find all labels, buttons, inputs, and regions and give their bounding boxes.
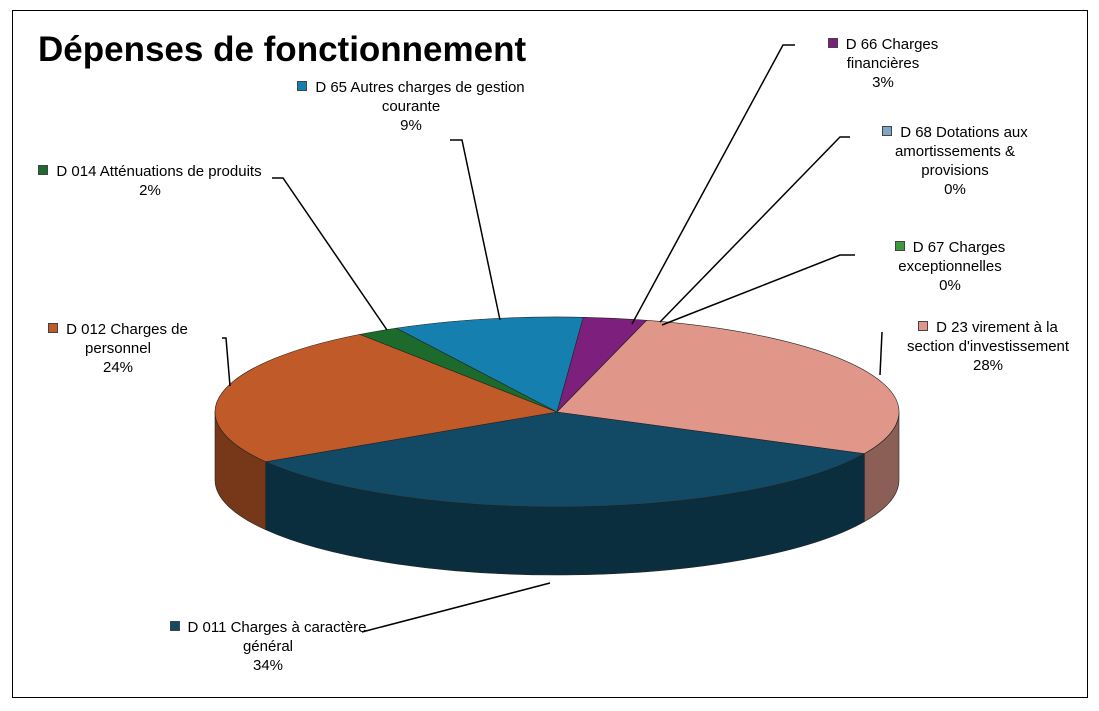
frame — [12, 10, 1088, 698]
value-label: 34% — [252, 657, 284, 674]
legend-swatch — [38, 165, 49, 175]
category-name: D 66 Charges financières — [845, 36, 939, 72]
value-label: 3% — [872, 74, 894, 91]
data-label: D 68 Dotations aux amortissements & prov… — [860, 123, 1050, 199]
leader-line — [631, 44, 795, 325]
leader-line — [272, 177, 388, 331]
leader-line — [361, 582, 551, 633]
category-name: D 67 Charges exceptionnelles — [898, 239, 1006, 275]
legend-swatch — [894, 241, 905, 251]
value-label: 0% — [944, 181, 966, 198]
legend-swatch — [169, 621, 180, 631]
value-label: 24% — [102, 359, 134, 376]
legend-swatch — [297, 81, 308, 91]
slice — [264, 411, 866, 508]
category-name: D 012 Charges de personnel — [66, 321, 188, 357]
leader-line — [879, 331, 883, 376]
category-name: D 011 Charges à caractère général — [187, 619, 367, 655]
data-label: D 67 Charges exceptionnelles 0% — [860, 238, 1040, 295]
data-label: D 66 Charges financières 3% — [798, 35, 968, 92]
data-label: D 23 virement à la section d'investissem… — [898, 318, 1078, 375]
leader-lines — [222, 44, 883, 633]
legend-swatch — [827, 38, 838, 48]
slice — [395, 316, 584, 413]
category-name: D 68 Dotations aux amortissements & prov… — [894, 124, 1028, 179]
side-walls — [214, 411, 900, 576]
leader-line — [661, 254, 855, 326]
data-label: D 012 Charges de personnel 24% — [18, 320, 218, 377]
data-label: D 65 Autres charges de gestion courante 9… — [286, 78, 536, 135]
legend-swatch — [918, 321, 929, 331]
legend-swatch — [882, 126, 893, 136]
value-label: 28% — [972, 357, 1004, 374]
category-name: D 65 Autres charges de gestion courante — [315, 79, 525, 115]
value-label: 9% — [400, 117, 422, 134]
data-label: D 014 Atténuations de produits 2% — [35, 162, 265, 200]
leader-line — [450, 139, 501, 321]
chart-title: Dépenses de fonctionnement — [38, 30, 527, 69]
slice — [556, 320, 900, 454]
leader-line — [659, 136, 850, 323]
data-label: D 011 Charges à caractère général 34% — [168, 618, 368, 675]
slices — [214, 316, 900, 576]
value-label: 2% — [139, 182, 161, 199]
category-name: D 23 virement à la section d'investissem… — [906, 319, 1070, 355]
category-name: D 014 Atténuations de produits — [56, 163, 262, 180]
leader-line — [222, 337, 231, 387]
slice — [214, 334, 559, 463]
legend-swatch — [48, 323, 59, 333]
value-label: 0% — [939, 277, 961, 294]
